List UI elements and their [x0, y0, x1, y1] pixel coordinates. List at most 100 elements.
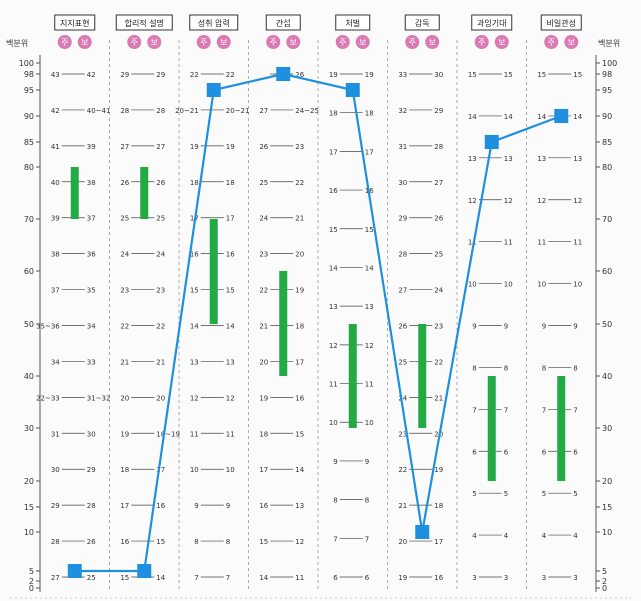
- series-point: [345, 83, 360, 97]
- category-box: [265, 14, 301, 31]
- scale-bo-label: 18: [295, 323, 304, 331]
- badge-ju-label: 주: [270, 38, 277, 47]
- scale-ju-label: 15: [259, 538, 268, 546]
- scale-bo-label: 21: [434, 394, 443, 402]
- scale-ju-label: 27: [120, 143, 129, 151]
- category-label: 합리적 설명: [125, 18, 164, 28]
- scale-bo-label: 37: [87, 215, 96, 223]
- category-label: 비일관성: [547, 18, 576, 28]
- scale-ju-label: 10: [537, 281, 546, 289]
- scale-ju-label: 24: [120, 251, 129, 259]
- scale-bo-label: 22: [156, 323, 165, 331]
- scale-bo-label: 5: [504, 490, 508, 498]
- y-tick-label-right: 90: [602, 112, 612, 121]
- badge-ju-icon: [474, 35, 489, 49]
- scale-bo-label: 6: [365, 574, 370, 582]
- scale-bo-label: 19: [365, 71, 374, 79]
- scale-bo-label: 11: [504, 239, 513, 247]
- scale-bo-label: 15: [573, 71, 582, 79]
- scale-bo-label: 24: [156, 251, 165, 259]
- scale-ju-label: 43: [51, 71, 60, 79]
- scale-ju-label: 12: [468, 197, 477, 205]
- series-point: [206, 83, 221, 97]
- category-box: [115, 14, 173, 31]
- scale-bo-label: 25: [156, 215, 165, 223]
- series-point: [276, 67, 291, 81]
- scale-ju-label: 3: [472, 574, 476, 582]
- category-box: [540, 14, 582, 31]
- badge-ju-icon: [544, 35, 559, 49]
- badge-bo-label: 보: [220, 38, 227, 47]
- norm-range-bar: [557, 376, 566, 481]
- scale-ju-label: 15: [537, 71, 546, 79]
- badge-bo-label: 보: [498, 38, 505, 47]
- scale-bo-label: 5: [573, 490, 577, 498]
- scale-bo-label: 15: [295, 430, 304, 438]
- scale-bo-label: 7: [226, 574, 230, 582]
- scale-bo-label: 12: [573, 197, 582, 205]
- category-label: 간섭: [276, 18, 291, 28]
- y-tick-label-left: 80: [24, 163, 34, 172]
- norm-range-bar: [140, 167, 149, 219]
- scale-ju-label: 25: [120, 215, 129, 223]
- scale-ju-label: 29: [51, 502, 60, 510]
- category-box: [404, 14, 440, 31]
- badge-bo-label: 보: [359, 38, 366, 47]
- scale-bo-label: 3: [573, 574, 577, 582]
- badge-bo-label: 보: [429, 38, 436, 47]
- category-box: [189, 14, 239, 31]
- scale-ju-label: 41: [51, 143, 60, 151]
- scale-ju-label: 26: [120, 179, 129, 187]
- scale-bo-label: 4: [573, 532, 578, 540]
- scale-ju-label: 11: [329, 381, 338, 389]
- scale-ju-label: 28: [51, 538, 60, 546]
- scale-ju-label: 13: [329, 303, 338, 311]
- scale-ju-label: 18: [259, 430, 268, 438]
- scale-ju-label: 18: [120, 466, 129, 474]
- scale-bo-label: 11: [226, 430, 235, 438]
- scale-ju-label: 26: [259, 143, 268, 151]
- badge-bo-label: 보: [568, 38, 575, 47]
- y-tick-label-left: 40: [24, 372, 34, 381]
- badge-ju-icon: [196, 35, 211, 49]
- scale-bo-label: 25: [434, 251, 443, 259]
- scale-ju-label: 12: [190, 394, 199, 402]
- scale-ju-label: 21: [259, 323, 268, 331]
- badge-bo-icon: [216, 35, 231, 49]
- y-tick-label-left: 5: [29, 567, 34, 576]
- y-tick-label-left: 0: [29, 584, 34, 593]
- scale-bo-label: 18~19: [156, 430, 180, 438]
- badge-ju-label: 주: [409, 38, 416, 47]
- scale-ju-label: 19: [398, 574, 407, 582]
- scale-ju-label: 32: [398, 107, 407, 115]
- badge-bo-icon: [425, 35, 440, 49]
- y-tick-label-right: 95: [602, 86, 612, 95]
- scale-bo-label: 16: [226, 251, 235, 259]
- scale-bo-label: 7: [365, 535, 369, 543]
- scale-bo-label: 13: [295, 502, 304, 510]
- y-tick-label-left: 20: [24, 477, 34, 486]
- scale-bo-label: 15: [504, 71, 513, 79]
- scale-bo-label: 27: [434, 179, 443, 187]
- scale-bo-label: 7: [504, 406, 508, 414]
- scale-ju-label: 11: [190, 430, 199, 438]
- series-point: [484, 135, 499, 149]
- scale-ju-label: 34: [51, 358, 60, 366]
- y-tick-label-left: 60: [24, 267, 34, 276]
- badge-ju-label: 주: [61, 38, 68, 47]
- scale-bo-label: 9: [226, 502, 230, 510]
- y-tick-label-left: 98: [24, 70, 34, 79]
- scale-bo-label: 23: [156, 287, 165, 295]
- scale-bo-label: 14: [365, 264, 374, 272]
- scale-bo-label: 12: [295, 538, 304, 546]
- scale-ju-label: 20: [120, 394, 129, 402]
- scale-ju-label: 38: [51, 251, 60, 259]
- scale-bo-label: 12: [365, 342, 374, 350]
- scale-ju-label: 23: [259, 251, 268, 259]
- category-box: [54, 14, 96, 31]
- scale-bo-label: 31~32: [87, 394, 111, 402]
- scale-ju-label: 20: [398, 538, 407, 546]
- scale-bo-label: 23: [434, 323, 443, 331]
- scale-bo-label: 20: [295, 251, 304, 259]
- scale-ju-label: 23: [398, 430, 407, 438]
